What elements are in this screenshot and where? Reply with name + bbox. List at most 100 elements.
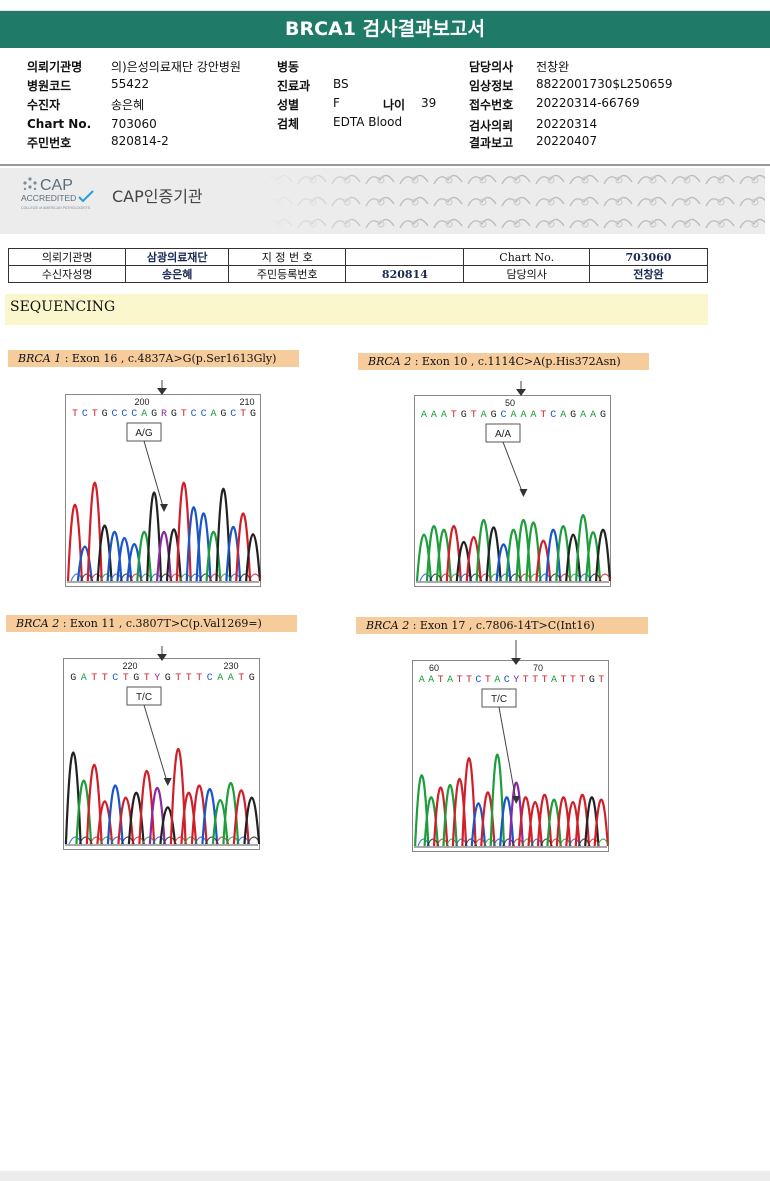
trace-peak <box>245 533 261 582</box>
sequence-base: A <box>494 675 500 686</box>
genotype-call: T/C <box>136 692 152 703</box>
pointer-line <box>498 706 517 803</box>
sequence-base: G <box>249 673 255 684</box>
trace-peak <box>117 796 135 845</box>
trace-noise <box>247 836 260 845</box>
info-value: F <box>333 96 340 110</box>
trace-peak <box>159 806 177 845</box>
sequence-base: A <box>551 675 557 686</box>
trace-peak <box>455 541 472 582</box>
trace-peak <box>495 543 512 582</box>
info-value: 820814-2 <box>111 134 169 148</box>
table-cell: 703060 <box>588 248 709 266</box>
sequence-base: G <box>220 409 226 420</box>
sequence-base: T <box>181 409 187 420</box>
sequence-base: T <box>123 673 129 684</box>
info-label: 담당의사 <box>469 60 514 74</box>
sequence-base: C <box>201 409 207 420</box>
variant-gene: BRCA 2 <box>368 355 412 368</box>
sequence-base: G <box>70 673 76 684</box>
sequence-base: T <box>542 675 548 686</box>
cap-logo-top: CAP <box>40 177 73 194</box>
variant-label: BRCA 2 : Exon 17 , c.7806-14T>C(Int16) <box>356 617 648 634</box>
sequence-base: T <box>466 675 472 686</box>
trace-peak <box>594 528 611 582</box>
info-row: 의뢰기관명 <box>27 58 82 75</box>
cap-logo-mid: ACCREDITED <box>21 193 76 203</box>
sequence-base: T <box>240 409 246 420</box>
table-cell: 주민등록번호 <box>228 265 347 283</box>
genotype-call: A/G <box>135 428 152 439</box>
sequence-base: C <box>82 409 88 420</box>
sequence-base: A <box>590 410 596 421</box>
trace-peak <box>243 796 260 845</box>
down-arrow-icon <box>157 380 167 395</box>
info-value: 703060 <box>111 117 157 131</box>
table-cell: 담당의사 <box>463 265 590 283</box>
position-label: 220 <box>122 661 137 671</box>
trace-peak <box>499 796 515 847</box>
sequence-base: A <box>431 410 437 421</box>
table-row: 의뢰기관명 삼광의료재단 지 정 번 호 Chart No. 703060 <box>7 248 709 266</box>
trace-peak <box>480 791 496 847</box>
sequence-base: C <box>121 409 127 420</box>
trace-peak <box>66 503 83 582</box>
sequence-base: A <box>210 409 216 420</box>
variant-gene: BRCA 2 <box>16 617 60 630</box>
pointer-arrow-icon <box>163 778 172 786</box>
position-label: 200 <box>134 397 149 407</box>
sequence-base: T <box>540 410 546 421</box>
trace-peak <box>180 791 198 845</box>
trace-peak <box>465 535 482 582</box>
embedded-patient-table: 의뢰기관명 삼광의료재단 지 정 번 호 Chart No. 703060 수신… <box>7 248 709 283</box>
chromatogram-4: 60 70A A T A T T C T A C Y T T T A T T T G TT/C <box>412 660 609 852</box>
trace-noise <box>596 838 609 847</box>
sequence-base: A <box>217 673 223 684</box>
sequence-base: T <box>598 675 604 686</box>
info-value: BS <box>333 77 349 91</box>
trace-peak <box>489 753 506 847</box>
sequence-base: A <box>520 410 526 421</box>
trace-peak <box>96 800 114 845</box>
trace-peak <box>527 800 543 847</box>
table-cell: Chart No. <box>463 248 590 266</box>
info-label: 임상정보 <box>469 79 514 93</box>
info-value: EDTA Blood <box>333 115 403 129</box>
sequence-base: T <box>485 675 491 686</box>
sequence-base: T <box>471 410 477 421</box>
pointer-arrow-icon <box>160 504 168 512</box>
trace-peak <box>205 530 222 582</box>
trace-noise <box>598 573 611 582</box>
top-margin <box>0 0 770 11</box>
info-value: 전창완 <box>536 60 570 74</box>
sequence-base: T <box>570 675 576 686</box>
sequence-base: Y <box>513 675 519 686</box>
sequence-base: T <box>438 675 444 686</box>
cloud-pattern <box>262 168 765 234</box>
pointer-line <box>143 440 165 511</box>
table-cell: 820814 <box>345 265 465 283</box>
trace-peak <box>415 533 433 582</box>
trace-peak <box>461 757 477 847</box>
genotype-call: A/A <box>495 429 511 440</box>
sequence-base: A <box>580 410 586 421</box>
divider <box>0 164 770 166</box>
position-label: 50 <box>505 398 515 408</box>
info-label: 병동 <box>277 60 300 74</box>
trace-peak <box>127 791 145 845</box>
info-value: 8822001730$L250659 <box>536 77 673 91</box>
info-label: 성별 <box>277 98 300 112</box>
cap-emblem-icon: CAP ACCREDITED COLLEGE of AMERICAN PATHO… <box>21 177 94 210</box>
info-value: 55422 <box>111 77 150 91</box>
trace-peak <box>136 530 153 582</box>
trace-peak <box>75 779 93 845</box>
info-value: 20220314-66769 <box>536 96 640 110</box>
position-label: 70 <box>533 663 543 673</box>
sequence-base: G <box>491 410 497 421</box>
sequence-base: A <box>421 410 427 421</box>
trace-peak <box>215 487 232 582</box>
sequence-base: A <box>428 675 434 686</box>
sequence-base: T <box>523 675 529 686</box>
